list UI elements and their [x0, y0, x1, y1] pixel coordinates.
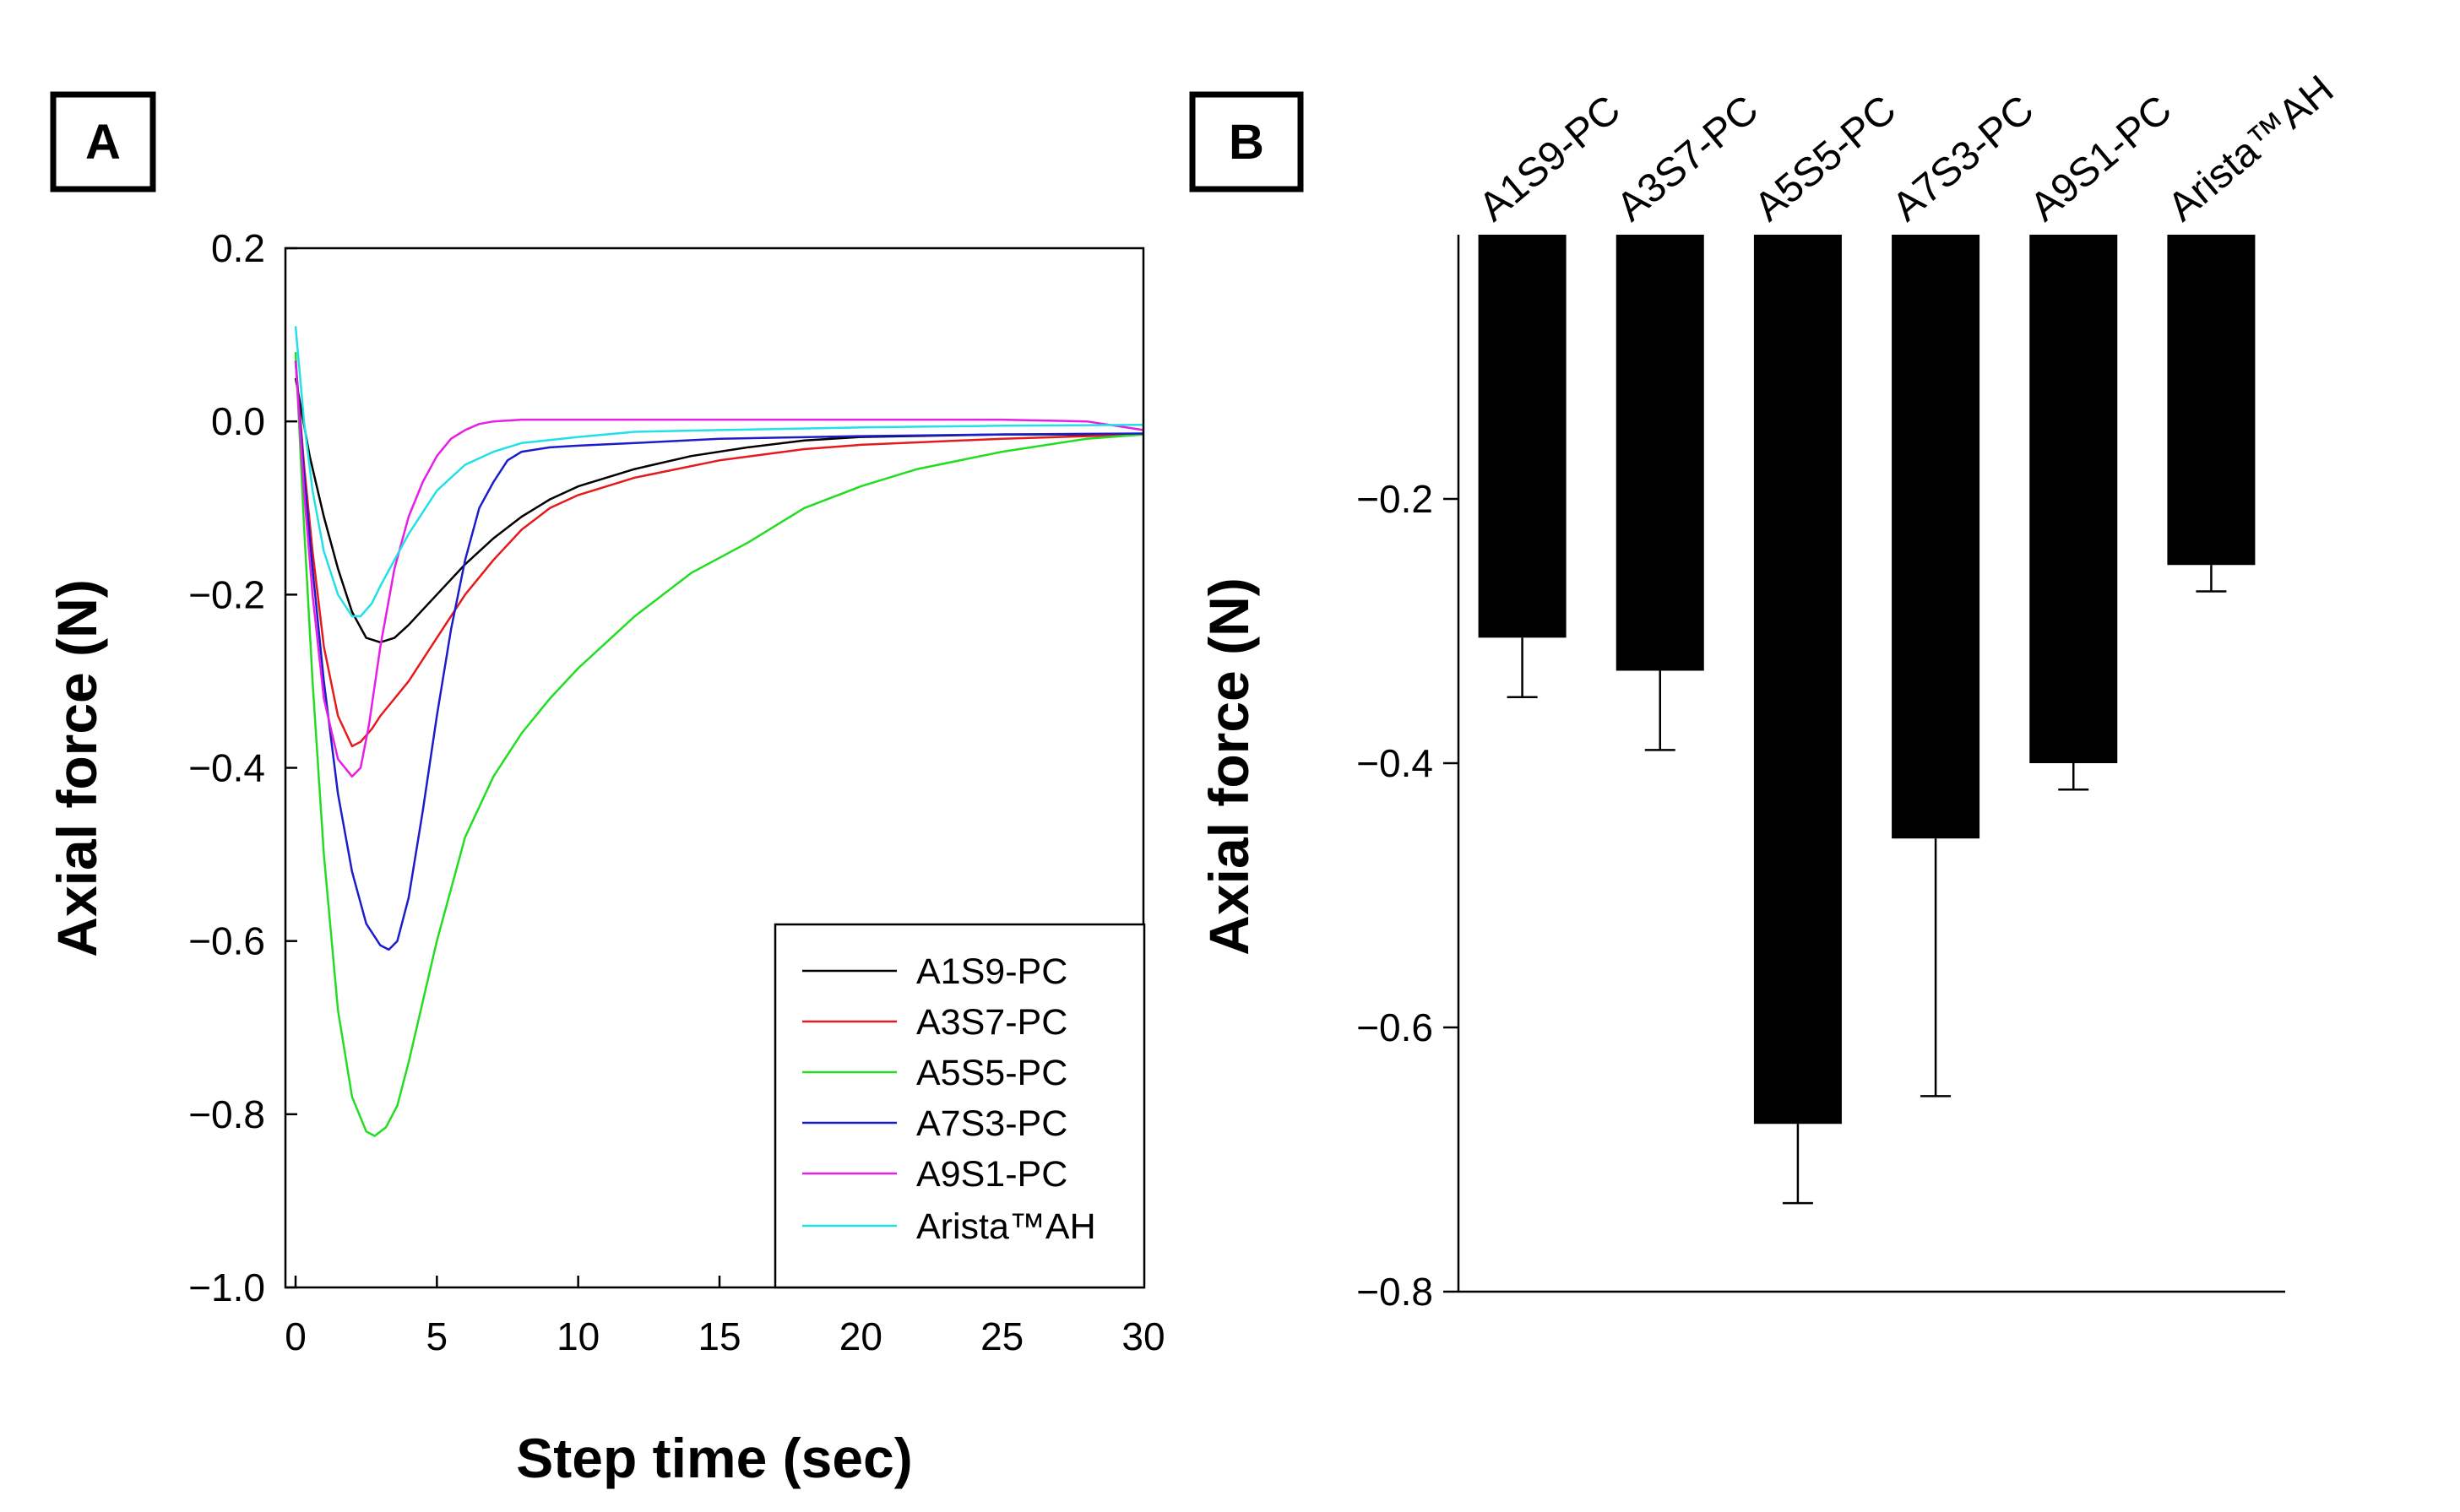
y-tick-label: −1.0 [188, 1265, 265, 1309]
category-label: A7S3-PC [1884, 87, 2042, 230]
y-tick-label: −0.6 [188, 919, 265, 963]
panel-b: B −0.2 −0.4 −0.6 −0.8 A1S9-PCA3S7-PCA5S5-PC… [1189, 67, 2343, 1314]
legend-label: A3S7-PC [916, 1002, 1067, 1043]
legend-label: A5S5-PC [916, 1053, 1067, 1093]
panel-a-ylabel: Axial force (N) [46, 579, 108, 957]
panel-a-legend: A1S9-PC A3S7-PC A5S5-PC A7S3-PC A9S1-PC … [774, 923, 1146, 1289]
y-tick-label: −0.2 [188, 572, 265, 616]
legend-entry-a7s3: A7S3-PC [802, 1103, 1067, 1144]
legend-entry-a5s5: A5S5-PC [802, 1053, 1067, 1093]
category-label: A5S5-PC [1746, 87, 1904, 230]
panel-a-ticks: 0.2 0.0 −0.2 −0.4 −0.6 −0.8 −1.0 0 5 10 15 20 25 30 [188, 226, 1165, 1358]
series-line-a9s1-pc [294, 360, 1144, 778]
panel-a-plot-frame [284, 247, 1145, 1289]
category-label: A1S9-PC [1471, 87, 1629, 230]
series-line-arista-ah [294, 326, 1144, 618]
x-tick-label: 20 [839, 1314, 882, 1358]
x-tick-label: 15 [698, 1314, 741, 1358]
panel-a-lines [294, 326, 1144, 1137]
panel-b-letter: B [1229, 115, 1264, 170]
bar-a3s7-pc [1616, 235, 1704, 671]
y-tick-label: −0.8 [188, 1092, 265, 1136]
y-tick-label: −0.2 [1356, 477, 1433, 521]
y-tick-label: −0.8 [1356, 1270, 1433, 1314]
legend-label: A1S9-PC [916, 951, 1067, 992]
panel-b-letter-box [1189, 91, 1304, 192]
panel-a: A 0.2 0.0 −0.2 −0.4 −0.6 −0.8 −1.0 0 5 10 15 20 25 30… [46, 91, 1165, 1489]
legend-label: A7S3-PC [916, 1103, 1067, 1144]
y-tick-label: −0.6 [1356, 1005, 1433, 1049]
category-label: A9S1-PC [2022, 87, 2180, 230]
legend-label: A9S1-PC [916, 1154, 1067, 1195]
x-tick-label: 30 [1121, 1314, 1165, 1358]
bar-a7s3-pc [1892, 235, 1980, 839]
panel-a-xlabel: Step time (sec) [516, 1427, 912, 1489]
x-tick-label: 25 [980, 1314, 1024, 1358]
category-label: Arista™AH [2159, 67, 2342, 230]
panel-a-letter: A [85, 115, 121, 170]
y-tick-label: 0.2 [211, 226, 265, 270]
panel-b-category-labels: A1S9-PCA3S7-PCA5S5-PCA7S3-PCA9S1-PCArist… [1471, 67, 2343, 230]
series-line-a7s3-pc [294, 360, 1144, 951]
x-tick-label: 5 [426, 1314, 448, 1358]
panel-b-ticks: −0.2 −0.4 −0.6 −0.8 [1356, 477, 1458, 1314]
bar-a9s1-pc [2029, 235, 2118, 763]
panel-b-ylabel: Axial force (N) [1197, 577, 1260, 955]
legend-entry-a3s7: A3S7-PC [802, 1002, 1067, 1043]
legend-entry-a1s9: A1S9-PC [802, 951, 1067, 992]
bar-a5s5-pc [1753, 235, 1842, 1125]
legend-entry-arista: Arista™AH [802, 1206, 1096, 1247]
y-tick-label: 0.0 [211, 399, 265, 443]
legend-entry-a9s1: A9S1-PC [802, 1154, 1067, 1195]
bar-arista-ah [2167, 235, 2256, 566]
series-line-a1s9-pc [294, 377, 1143, 644]
x-tick-label: 0 [285, 1314, 307, 1358]
legend-label: Arista™AH [916, 1206, 1096, 1247]
bar-a1s9-pc [1478, 235, 1567, 638]
panel-b-bars [1478, 235, 2256, 1205]
y-tick-label: −0.4 [1356, 741, 1433, 785]
y-tick-label: −0.4 [188, 746, 265, 790]
panel-a-letter-box [50, 91, 156, 192]
series-line-a3s7-pc [294, 360, 1144, 748]
legend-box [774, 923, 1146, 1289]
series-line-a5s5-pc [294, 352, 1144, 1137]
x-tick-label: 10 [557, 1314, 600, 1358]
category-label: A3S7-PC [1609, 87, 1767, 230]
